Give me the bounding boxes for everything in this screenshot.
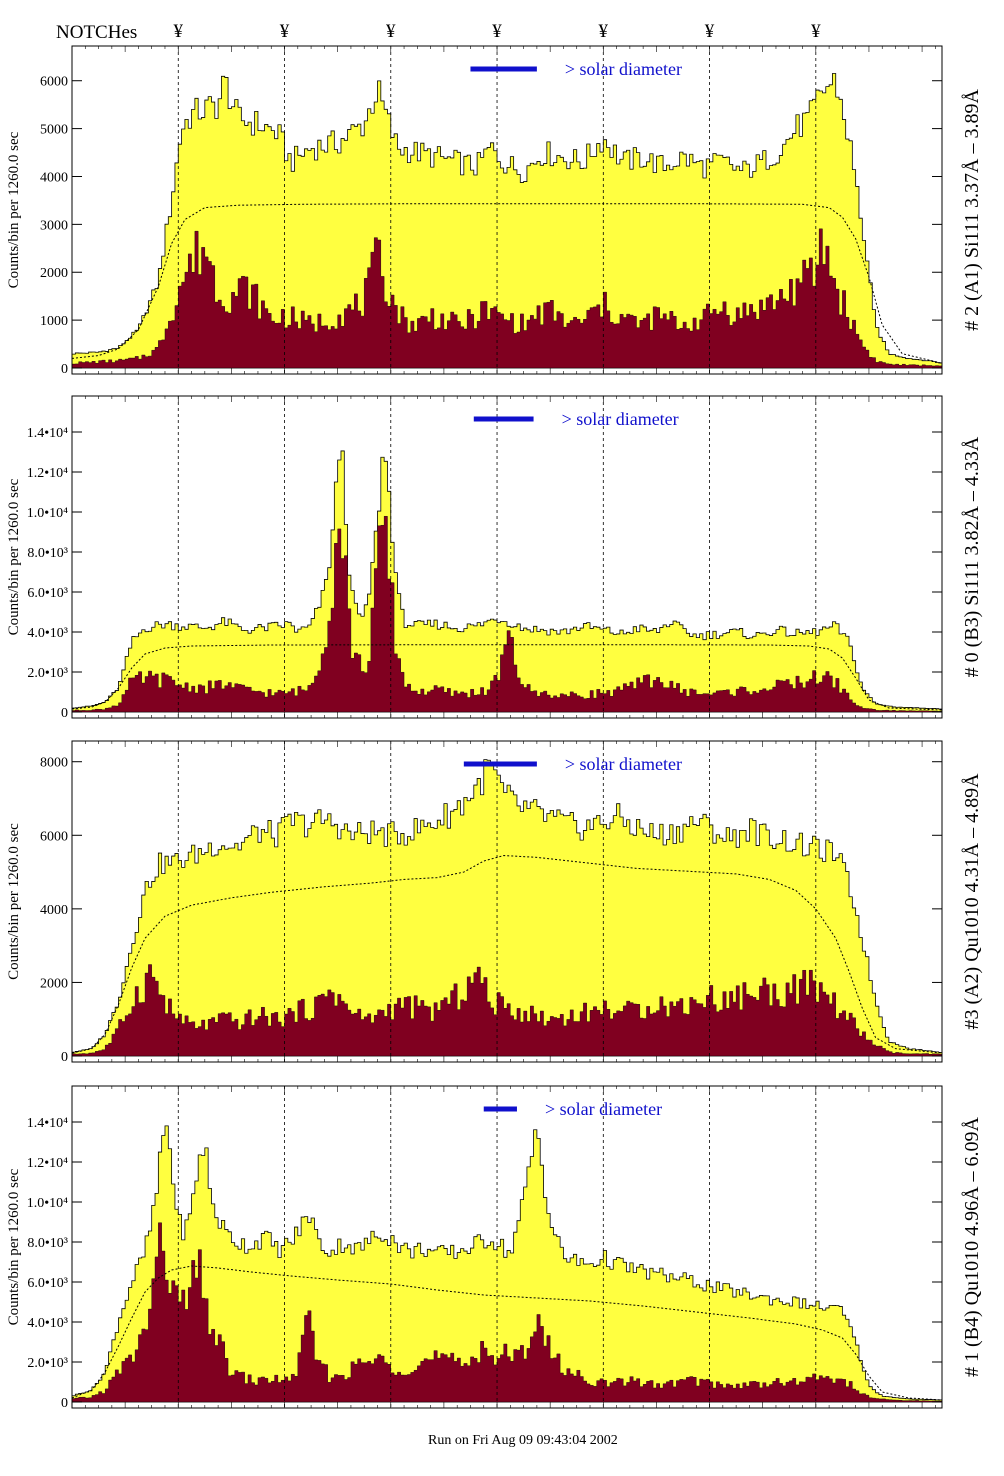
- y-tick-label: 6000: [40, 829, 68, 844]
- signal-histogram: [71, 1222, 943, 1403]
- channel-label: # 0 (B3) Si111 3.82Å – 4.33Å: [961, 436, 983, 677]
- y-tick-label: 2000: [40, 266, 68, 281]
- y-axis-label: Counts/bin per 1260.0 sec: [6, 478, 22, 635]
- y-tick-label: 1.0•10⁴: [27, 506, 68, 521]
- solar-diameter-label: > solar diameter: [562, 409, 679, 429]
- notch-symbol: ¥: [386, 21, 396, 42]
- y-tick-label: 0: [61, 706, 68, 721]
- y-tick-label: 0: [61, 362, 68, 377]
- y-axis-label: Counts/bin per 1260.0 sec: [6, 823, 22, 980]
- y-tick-label: 2.0•10³: [27, 666, 68, 681]
- envelope-histogram: [71, 73, 943, 369]
- y-tick-label: 4000: [40, 903, 68, 918]
- y-tick-label: 0: [61, 1050, 68, 1065]
- solar-diameter-label: > solar diameter: [565, 59, 682, 79]
- notch-symbol: ¥: [174, 21, 184, 42]
- signal-histogram: [71, 228, 943, 369]
- panels: 0 1000 2000 3000 4000 5000 6000 > solar diamete…: [6, 45, 983, 1411]
- y-tick-label: 1.0•10⁴: [27, 1196, 68, 1211]
- model-curve: [71, 644, 943, 711]
- run-footer: Run on Fri Aug 09 09:43:04 2002: [428, 1433, 618, 1448]
- panel-A2: 0 2000 4000 6000 8000 > solar diameter Counts/…: [6, 740, 983, 1065]
- notch-symbol: ¥: [280, 21, 290, 42]
- panel-A1: 0 1000 2000 3000 4000 5000 6000 > solar diamete…: [6, 45, 983, 377]
- y-axis-label: Counts/bin per 1260.0 sec: [6, 1168, 22, 1325]
- notch-symbols: ¥ ¥ ¥ ¥ ¥ ¥ ¥: [174, 21, 822, 42]
- y-tick-label: 5000: [40, 123, 68, 138]
- y-tick-label: 1.2•10⁴: [27, 466, 68, 481]
- plot-frame: [71, 395, 943, 719]
- y-tick-label: 4.0•10³: [27, 626, 68, 641]
- notch-symbol: ¥: [811, 21, 821, 42]
- y-tick-label: 1.4•10⁴: [27, 1116, 68, 1131]
- channel-label: #3 (A2) Qu1010 4.31Å – 4.89Å: [961, 773, 983, 1030]
- model-curve: [71, 203, 943, 364]
- signal-histogram: [71, 964, 943, 1057]
- plot-frame: [71, 740, 943, 1063]
- solar-diameter-label: > solar diameter: [545, 1099, 662, 1119]
- notch-symbol: ¥: [599, 21, 609, 42]
- panel-B3: 0 2.0•10³ 4.0•10³ 6.0•10³ 8.0•10³ 1.0•10⁴ 1.2•…: [6, 395, 983, 721]
- y-tick-label: 8000: [40, 756, 68, 771]
- plot-frame: [71, 45, 943, 375]
- y-tick-label: 3000: [40, 218, 68, 233]
- signal-histogram: [71, 516, 943, 713]
- y-tick-label: 2.0•10³: [27, 1356, 68, 1371]
- y-tick-label: 1.4•10⁴: [27, 426, 68, 441]
- y-tick-label: 1.2•10⁴: [27, 1156, 68, 1171]
- y-tick-label: 6000: [40, 75, 68, 90]
- envelope-histogram: [71, 1125, 943, 1403]
- notches-label: NOTCHes: [56, 22, 137, 43]
- y-tick-label: 4.0•10³: [27, 1316, 68, 1331]
- y-tick-label: 6.0•10³: [27, 586, 68, 601]
- y-tick-label: 6.0•10³: [27, 1276, 68, 1291]
- envelope-histogram: [71, 759, 943, 1057]
- plot-frame: [71, 1085, 943, 1409]
- channel-label: # 2 (A1) Si111 3.37Å – 3.89Å: [961, 89, 983, 331]
- y-tick-label: 0: [61, 1396, 68, 1411]
- y-tick-label: 4000: [40, 170, 68, 185]
- model-curve: [71, 855, 943, 1054]
- y-tick-label: 8.0•10³: [27, 1236, 68, 1251]
- notch-symbol: ¥: [492, 21, 502, 42]
- channel-label: # 1 (B4) Qu1010 4.96Å – 6.09Å: [961, 1116, 983, 1377]
- panel-B4: 0 2.0•10³ 4.0•10³ 6.0•10³ 8.0•10³ 1.0•10⁴ 1.2•…: [6, 1085, 983, 1411]
- y-tick-label: 1000: [40, 314, 68, 329]
- y-tick-label: 2000: [40, 976, 68, 991]
- notch-symbol: ¥: [705, 21, 715, 42]
- y-axis-label: Counts/bin per 1260.0 sec: [6, 131, 22, 288]
- solar-diameter-label: > solar diameter: [565, 754, 682, 774]
- envelope-histogram: [71, 450, 943, 713]
- y-tick-label: 8.0•10³: [27, 546, 68, 561]
